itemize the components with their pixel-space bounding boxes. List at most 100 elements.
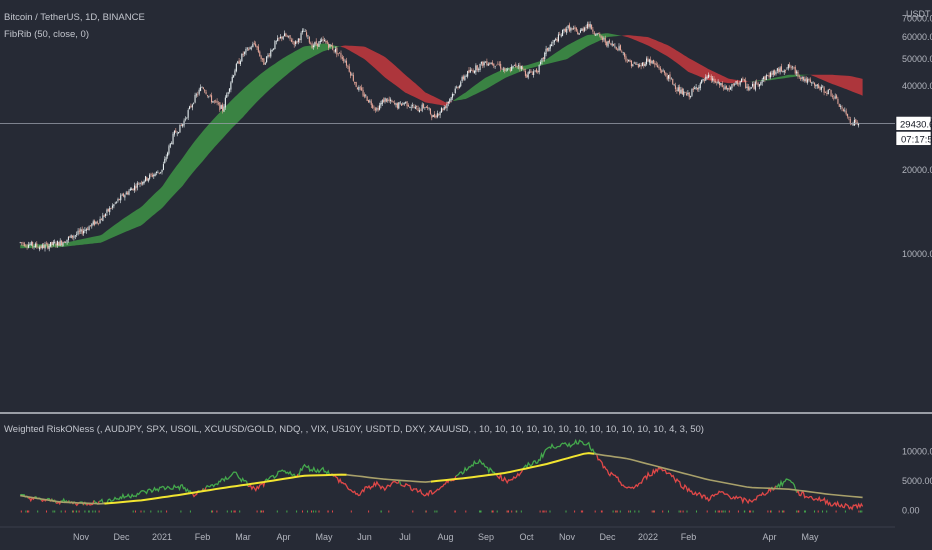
candle-body (215, 100, 217, 102)
signal-dot (638, 510, 640, 513)
candle-body (674, 85, 676, 89)
candle-body (257, 46, 259, 52)
candle-body (549, 45, 551, 49)
candle-body (829, 88, 831, 90)
candle-body (833, 98, 835, 99)
candle-body (858, 123, 860, 126)
candle-body (680, 89, 682, 94)
candle-body (454, 88, 456, 93)
lower-pane[interactable] (20, 438, 864, 513)
currency-label: USDT (906, 9, 931, 19)
candle-body (725, 86, 727, 89)
candle-body (70, 234, 72, 238)
candle-body (599, 33, 601, 36)
time-tick-label: Mar (235, 532, 251, 542)
candle-body (51, 241, 53, 245)
price-tick-label: 10000.00 (902, 249, 932, 259)
signal-dot (230, 510, 232, 513)
signal-dot (54, 510, 56, 513)
candle-body (483, 62, 485, 66)
average-segment-0 (20, 494, 105, 505)
candle-body (603, 38, 605, 40)
candle-body (362, 89, 364, 96)
candle-body (763, 77, 765, 79)
signal-dot (380, 510, 382, 513)
candle-body (611, 43, 613, 46)
candle-body (351, 74, 353, 76)
candle-body (326, 41, 328, 44)
signal-dot (76, 510, 78, 513)
candle-body (787, 64, 789, 69)
signal-dot (261, 510, 263, 513)
candle-body (676, 89, 678, 91)
candle-body (632, 64, 634, 67)
time-tick-label: Aug (437, 532, 453, 542)
candle-body (116, 201, 118, 203)
oscillator-segment-51 (496, 468, 524, 485)
signal-dot (28, 510, 30, 513)
candle-body (182, 124, 184, 127)
candle-body (40, 246, 42, 249)
candle-body (337, 53, 339, 54)
candle-body (109, 207, 111, 213)
candle-body (776, 68, 778, 71)
candle-body (701, 80, 703, 83)
candle-body (597, 33, 599, 34)
candle-body (560, 35, 562, 37)
signal-dot (276, 510, 278, 513)
candle-body (417, 107, 419, 112)
candle-body (636, 64, 638, 65)
candle-body (176, 133, 178, 135)
riskoness-tick-label: 0.00 (902, 505, 920, 515)
signal-dot (84, 510, 86, 513)
signal-dot (628, 510, 630, 513)
candle-body (224, 97, 226, 108)
candle-body (333, 50, 335, 52)
candle-body (535, 69, 537, 72)
candle-body (194, 94, 196, 103)
candle-body (304, 31, 306, 32)
candle-body (399, 102, 401, 104)
candle-body (651, 60, 653, 64)
candle-body (292, 41, 294, 42)
candle-body (416, 105, 418, 108)
candle-body (376, 108, 378, 110)
candle-body (311, 43, 313, 49)
candle-body (732, 83, 734, 85)
candle-body (811, 82, 813, 84)
candle-body (173, 130, 175, 135)
signal-dot (135, 510, 136, 513)
candle-body (658, 66, 660, 69)
candle-body (747, 86, 749, 90)
signal-dot (233, 510, 235, 513)
candle-body (643, 62, 645, 66)
candle-body (847, 113, 849, 117)
candle-body (432, 115, 434, 117)
candle-body (589, 24, 591, 28)
candle-body (826, 92, 828, 95)
oscillator-segment-53 (596, 454, 773, 505)
signal-dot (520, 510, 522, 513)
candle-body (85, 229, 87, 231)
candle-body (290, 39, 292, 42)
candle-body (731, 84, 733, 89)
candle-body (618, 46, 620, 51)
candle-body (646, 58, 648, 65)
signal-dot (20, 510, 22, 513)
candle-body (195, 94, 197, 96)
candle-body (780, 66, 782, 72)
candle-body (493, 63, 495, 66)
candle-body (629, 60, 631, 62)
signal-dot (717, 510, 719, 513)
candle-body (401, 103, 403, 106)
main-pane[interactable] (0, 0, 895, 412)
signal-dot (27, 510, 28, 513)
candle-body (610, 43, 612, 45)
candle-body (585, 27, 587, 28)
candle-body (402, 103, 404, 105)
signal-dot (545, 510, 547, 513)
riskoness-tick-label: 10000.00 (902, 447, 932, 457)
candle-body (361, 87, 363, 91)
candle-body (162, 164, 164, 170)
